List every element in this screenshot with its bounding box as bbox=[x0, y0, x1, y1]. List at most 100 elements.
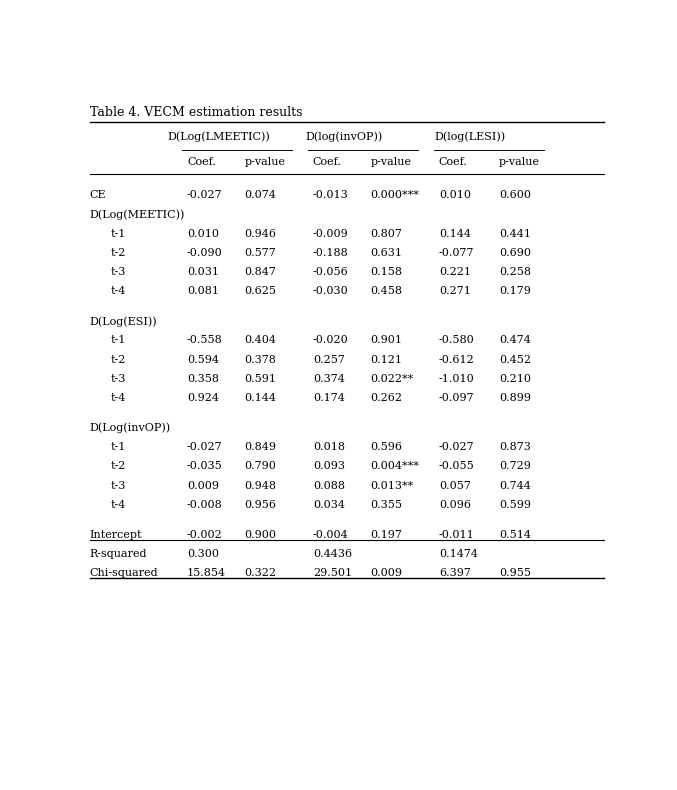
Text: t-1: t-1 bbox=[111, 336, 126, 345]
Text: 0.300: 0.300 bbox=[187, 549, 219, 559]
Text: -0.027: -0.027 bbox=[187, 442, 223, 452]
Text: 0.031: 0.031 bbox=[187, 267, 219, 277]
Text: 0.034: 0.034 bbox=[313, 500, 345, 510]
Text: 0.577: 0.577 bbox=[244, 248, 276, 258]
Text: D(log(invOP)): D(log(invOP)) bbox=[306, 131, 383, 142]
Text: 0.271: 0.271 bbox=[439, 286, 471, 296]
Text: 0.057: 0.057 bbox=[439, 480, 471, 491]
Text: Coef.: Coef. bbox=[313, 157, 342, 167]
Text: D(Log(MEETIC)): D(Log(MEETIC)) bbox=[90, 209, 185, 220]
Text: Table 4. VECM estimation results: Table 4. VECM estimation results bbox=[90, 106, 303, 118]
Text: -0.055: -0.055 bbox=[439, 461, 475, 472]
Text: 0.729: 0.729 bbox=[499, 461, 531, 472]
Text: Coef.: Coef. bbox=[187, 157, 216, 167]
Text: p-value: p-value bbox=[499, 157, 540, 167]
Text: 0.847: 0.847 bbox=[244, 267, 276, 277]
Text: 0.197: 0.197 bbox=[370, 530, 402, 540]
Text: 29.501: 29.501 bbox=[313, 568, 352, 578]
Text: 0.009: 0.009 bbox=[187, 480, 219, 491]
Text: -1.010: -1.010 bbox=[439, 374, 475, 384]
Text: 0.441: 0.441 bbox=[499, 228, 531, 239]
Text: -0.056: -0.056 bbox=[313, 267, 349, 277]
Text: 0.144: 0.144 bbox=[439, 228, 471, 239]
Text: -0.011: -0.011 bbox=[439, 530, 475, 540]
Text: 0.807: 0.807 bbox=[370, 228, 402, 239]
Text: t-4: t-4 bbox=[111, 393, 126, 403]
Text: 0.956: 0.956 bbox=[244, 500, 277, 510]
Text: Intercept: Intercept bbox=[90, 530, 142, 540]
Text: t-2: t-2 bbox=[111, 248, 126, 258]
Text: 0.474: 0.474 bbox=[499, 336, 531, 345]
Text: p-value: p-value bbox=[370, 157, 412, 167]
Text: t-4: t-4 bbox=[111, 500, 126, 510]
Text: 0.631: 0.631 bbox=[370, 248, 403, 258]
Text: 0.158: 0.158 bbox=[370, 267, 403, 277]
Text: -0.558: -0.558 bbox=[187, 336, 223, 345]
Text: 0.074: 0.074 bbox=[244, 190, 276, 201]
Text: -0.077: -0.077 bbox=[439, 248, 475, 258]
Text: 0.514: 0.514 bbox=[499, 530, 531, 540]
Text: D(Log(LMEETIC)): D(Log(LMEETIC)) bbox=[167, 131, 270, 142]
Text: 0.744: 0.744 bbox=[499, 480, 531, 491]
Text: 0.849: 0.849 bbox=[244, 442, 277, 452]
Text: 0.900: 0.900 bbox=[244, 530, 277, 540]
Text: 0.088: 0.088 bbox=[313, 480, 345, 491]
Text: 0.221: 0.221 bbox=[439, 267, 471, 277]
Text: 0.018: 0.018 bbox=[313, 442, 345, 452]
Text: 0.258: 0.258 bbox=[499, 267, 531, 277]
Text: R-squared: R-squared bbox=[90, 549, 148, 559]
Text: -0.097: -0.097 bbox=[439, 393, 475, 403]
Text: D(Log(ESI)): D(Log(ESI)) bbox=[90, 316, 158, 326]
Text: p-value: p-value bbox=[244, 157, 286, 167]
Text: -0.008: -0.008 bbox=[187, 500, 223, 510]
Text: 0.690: 0.690 bbox=[499, 248, 531, 258]
Text: 0.1474: 0.1474 bbox=[439, 549, 478, 559]
Text: 0.404: 0.404 bbox=[244, 336, 277, 345]
Text: Chi-squared: Chi-squared bbox=[90, 568, 158, 578]
Text: 0.600: 0.600 bbox=[499, 190, 531, 201]
Text: 0.257: 0.257 bbox=[313, 355, 345, 365]
Text: 0.901: 0.901 bbox=[370, 336, 403, 345]
Text: 0.374: 0.374 bbox=[313, 374, 345, 384]
Text: 0.955: 0.955 bbox=[499, 568, 531, 578]
Text: -0.027: -0.027 bbox=[439, 442, 475, 452]
Text: 0.790: 0.790 bbox=[244, 461, 276, 472]
Text: D(Log(invOP)): D(Log(invOP)) bbox=[90, 423, 171, 434]
Text: 0.013**: 0.013** bbox=[370, 480, 414, 491]
Text: 0.093: 0.093 bbox=[313, 461, 345, 472]
Text: -0.090: -0.090 bbox=[187, 248, 223, 258]
Text: 0.924: 0.924 bbox=[187, 393, 219, 403]
Text: 0.899: 0.899 bbox=[499, 393, 531, 403]
Text: 0.378: 0.378 bbox=[244, 355, 276, 365]
Text: 0.625: 0.625 bbox=[244, 286, 277, 296]
Text: t-2: t-2 bbox=[111, 355, 126, 365]
Text: 0.355: 0.355 bbox=[370, 500, 403, 510]
Text: -0.027: -0.027 bbox=[187, 190, 223, 201]
Text: 0.322: 0.322 bbox=[244, 568, 277, 578]
Text: t-3: t-3 bbox=[111, 267, 126, 277]
Text: 0.599: 0.599 bbox=[499, 500, 531, 510]
Text: 0.210: 0.210 bbox=[499, 374, 531, 384]
Text: D(log(LESI)): D(log(LESI)) bbox=[435, 131, 506, 142]
Text: 0.121: 0.121 bbox=[370, 355, 403, 365]
Text: Coef.: Coef. bbox=[439, 157, 468, 167]
Text: 6.397: 6.397 bbox=[439, 568, 471, 578]
Text: CE: CE bbox=[90, 190, 106, 201]
Text: -0.013: -0.013 bbox=[313, 190, 349, 201]
Text: 0.946: 0.946 bbox=[244, 228, 277, 239]
Text: 0.004***: 0.004*** bbox=[370, 461, 420, 472]
Text: -0.580: -0.580 bbox=[439, 336, 475, 345]
Text: -0.004: -0.004 bbox=[313, 530, 349, 540]
Text: 0.4436: 0.4436 bbox=[313, 549, 352, 559]
Text: -0.612: -0.612 bbox=[439, 355, 475, 365]
Text: 0.873: 0.873 bbox=[499, 442, 531, 452]
Text: 0.009: 0.009 bbox=[370, 568, 403, 578]
Text: t-3: t-3 bbox=[111, 480, 126, 491]
Text: 0.458: 0.458 bbox=[370, 286, 403, 296]
Text: -0.020: -0.020 bbox=[313, 336, 349, 345]
Text: 0.022**: 0.022** bbox=[370, 374, 414, 384]
Text: 0.096: 0.096 bbox=[439, 500, 471, 510]
Text: 0.010: 0.010 bbox=[187, 228, 219, 239]
Text: 0.174: 0.174 bbox=[313, 393, 345, 403]
Text: 0.596: 0.596 bbox=[370, 442, 403, 452]
